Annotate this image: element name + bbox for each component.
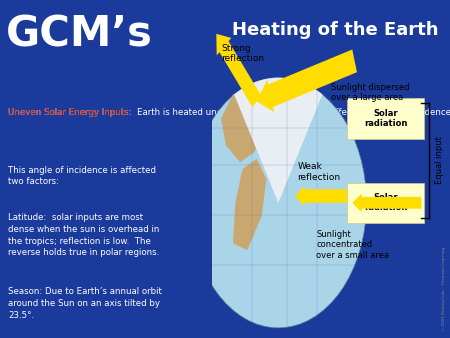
Text: GCM’s: GCM’s — [6, 14, 153, 55]
Polygon shape — [257, 49, 357, 112]
Text: © 2001 Brooks/Cole – Thomson Learning: © 2001 Brooks/Cole – Thomson Learning — [442, 247, 446, 331]
Polygon shape — [295, 186, 350, 206]
Text: This angle of incidence is affected
two factors:: This angle of incidence is affected two … — [9, 166, 157, 187]
Wedge shape — [234, 78, 322, 203]
Polygon shape — [216, 34, 261, 107]
Text: Solar
radiation: Solar radiation — [364, 193, 407, 213]
Text: Season: Due to Earth’s annual orbit
around the Sun on an axis tilted by
23.5°.: Season: Due to Earth’s annual orbit arou… — [9, 287, 162, 320]
Text: Latitude:  solar inputs are most
dense when the sun is overhead in
the tropics; : Latitude: solar inputs are most dense wh… — [9, 213, 160, 257]
Text: Sunlight dispersed
over a large area: Sunlight dispersed over a large area — [331, 83, 410, 102]
Text: Weak
reflection: Weak reflection — [297, 162, 341, 182]
Text: Uneven Solar Energy Inputs: Uneven Solar Energy Inputs — [9, 108, 129, 117]
Text: Uneven Solar Energy Inputs:  Earth is heated unevenly by the sun due to differen: Uneven Solar Energy Inputs: Earth is hea… — [9, 108, 450, 117]
Text: Strong
reflection: Strong reflection — [221, 44, 264, 63]
Polygon shape — [221, 88, 266, 162]
Text: Heating of the Earth: Heating of the Earth — [232, 21, 439, 40]
Text: Solar
radiation: Solar radiation — [364, 108, 407, 128]
Text: Equal input: Equal input — [435, 137, 444, 185]
Polygon shape — [352, 193, 421, 212]
Polygon shape — [233, 159, 266, 250]
FancyBboxPatch shape — [347, 98, 424, 139]
Circle shape — [190, 78, 366, 328]
FancyBboxPatch shape — [347, 183, 424, 223]
FancyBboxPatch shape — [212, 0, 450, 61]
Text: Sunlight
concentrated
over a small area: Sunlight concentrated over a small area — [316, 230, 390, 260]
